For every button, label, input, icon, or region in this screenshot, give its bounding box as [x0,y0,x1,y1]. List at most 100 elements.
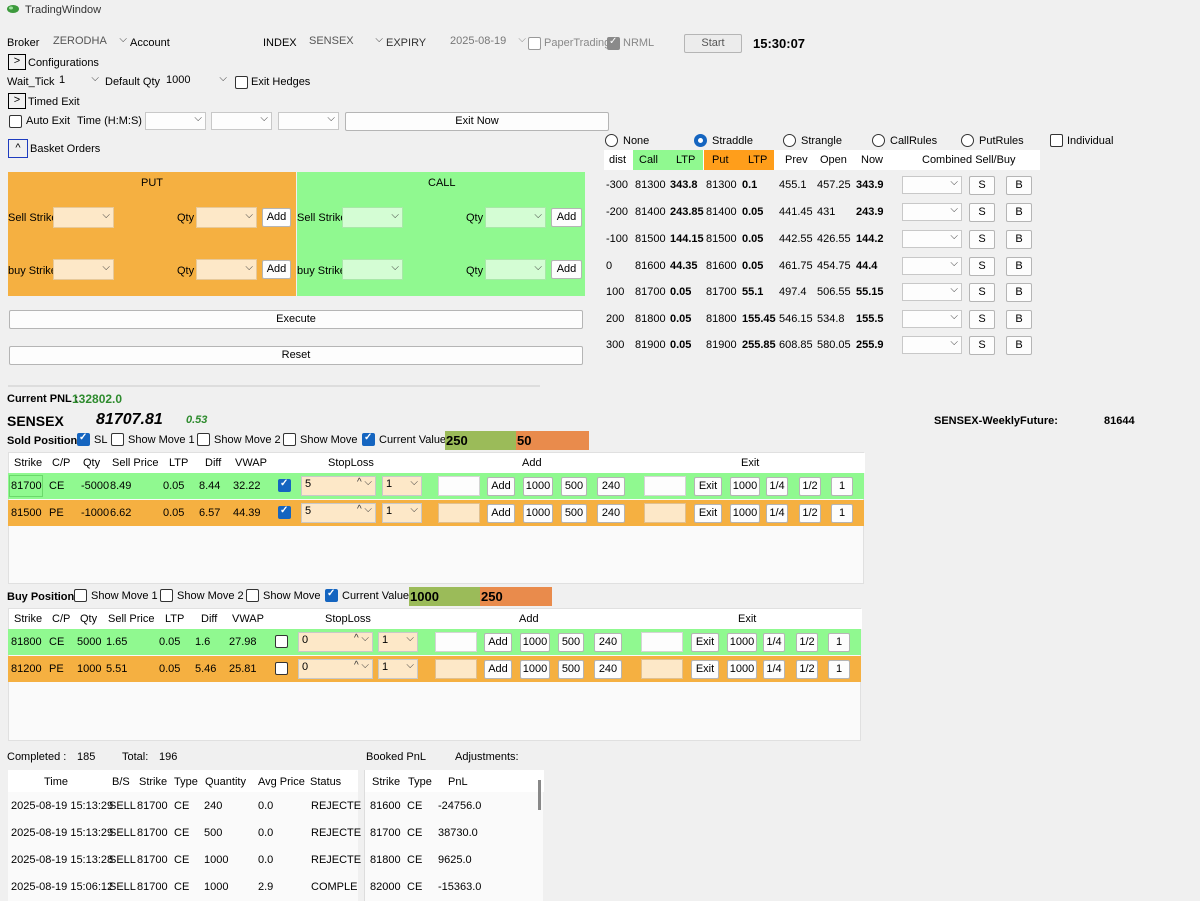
add-button[interactable]: Add [484,660,512,679]
exit-quarter-button[interactable]: 1/4 [763,660,785,679]
chain-buy-button[interactable]: B [1006,230,1032,249]
sl-row-checkbox[interactable] [278,478,291,492]
add-500-button[interactable]: 500 [558,633,584,652]
sl-step-select[interactable]: 1 ⌵ [378,659,418,679]
table-row[interactable]: 2025-08-19 15:13:29 SELL 81700 CE 240 0.… [11,800,362,812]
exit-half-button[interactable]: 1/2 [796,660,818,679]
add-button[interactable]: Add [487,504,515,523]
add-500-button[interactable]: 500 [558,660,584,679]
sl-row-checkbox[interactable] [275,635,288,648]
buy-current-value-checkbox[interactable] [325,588,338,602]
put-buy-add-button[interactable]: Add [262,260,291,279]
table-row[interactable]: 81600 CE -24756.0 [370,800,482,812]
put-buy-qty-select[interactable]: ⌵ [196,259,257,280]
basket-orders-toggle[interactable]: ^ [8,139,28,158]
hour-select[interactable]: ⌵ [145,112,206,130]
mode-straddle-radio[interactable] [694,134,707,147]
chain-sell-button[interactable]: S [969,203,995,222]
call-sell-qty-select[interactable]: ⌵ [485,207,546,228]
configurations-toggle[interactable]: > [8,54,26,70]
add-1000-button[interactable]: 1000 [523,504,553,523]
sold-show-move1-checkbox[interactable] [111,433,124,446]
add-1000-button[interactable]: 1000 [520,660,550,679]
buy-show-move-checkbox[interactable] [246,589,259,602]
chain-sell-button[interactable]: S [969,176,995,195]
exit-half-button[interactable]: 1/2 [799,504,821,523]
chain-buy-button[interactable]: B [1006,176,1032,195]
exit-half-button[interactable]: 1/2 [799,477,821,496]
call-sell-add-button[interactable]: Add [551,208,582,227]
exit-qty-input[interactable] [641,659,683,679]
chain-buy-button[interactable]: B [1006,257,1032,276]
chain-buy-button[interactable]: B [1006,336,1032,355]
mode-putrules-radio[interactable] [961,134,974,147]
table-row[interactable]: 81700 CE 38730.0 [370,827,478,839]
put-sell-strike-select[interactable]: ⌵ [53,207,114,228]
exit-1000-button[interactable]: 1000 [727,660,757,679]
chain-sell-button[interactable]: S [969,336,995,355]
table-row[interactable]: 2025-08-19 15:13:29 SELL 81700 CE 500 0.… [11,827,362,839]
exit-hedges-checkbox[interactable] [235,76,248,89]
minute-select[interactable]: ⌵ [211,112,272,130]
call-sell-strike-select[interactable]: ⌵ [342,207,403,228]
exit-full-button[interactable]: 1 [831,477,853,496]
chain-combined-select[interactable]: ⌵ [902,257,962,275]
buy-show-move2-checkbox[interactable] [160,589,173,602]
exit-1000-button[interactable]: 1000 [727,633,757,652]
chain-sell-button[interactable]: S [969,310,995,329]
add-qty-input[interactable] [438,503,480,523]
sl-row-checkbox[interactable] [278,505,291,519]
add-500-button[interactable]: 500 [561,504,587,523]
sl-step-select[interactable]: 1 ⌵ [382,476,422,496]
exit-button[interactable]: Exit [691,660,719,679]
chain-sell-button[interactable]: S [969,257,995,276]
add-240-button[interactable]: 240 [597,504,625,523]
add-240-button[interactable]: 240 [594,633,622,652]
individual-checkbox[interactable] [1050,134,1063,147]
chain-combined-select[interactable]: ⌵ [902,203,962,221]
exit-full-button[interactable]: 1 [828,660,850,679]
sold-show-move2-checkbox[interactable] [197,433,210,446]
sl-checkbox[interactable] [77,432,90,446]
default-qty-select[interactable]: 1000 ⌵ [166,73,227,86]
exit-full-button[interactable]: 1 [831,504,853,523]
exit-quarter-button[interactable]: 1/4 [763,633,785,652]
table-row[interactable]: 82000 CE -15363.0 [370,881,482,893]
chain-buy-button[interactable]: B [1006,310,1032,329]
add-button[interactable]: Add [487,477,515,496]
call-buy-qty-select[interactable]: ⌵ [485,259,546,280]
chain-combined-select[interactable]: ⌵ [902,230,962,248]
add-1000-button[interactable]: 1000 [523,477,553,496]
put-sell-add-button[interactable]: Add [262,208,291,227]
exit-quarter-button[interactable]: 1/4 [766,504,788,523]
index-select[interactable]: SENSEX ⌵ [309,34,383,47]
add-qty-input[interactable] [438,476,480,496]
sold-show-move-checkbox[interactable] [283,433,296,446]
chain-sell-button[interactable]: S [969,283,995,302]
chain-buy-button[interactable]: B [1006,203,1032,222]
buy-show-move1-checkbox[interactable] [74,589,87,602]
table-row[interactable]: 2025-08-19 15:13:28 SELL 81700 CE 1000 0… [11,854,362,866]
nrml-checkbox[interactable] [607,36,620,50]
exit-1000-button[interactable]: 1000 [730,504,760,523]
sl-value-spinner[interactable]: 0 ^ ⌵ [298,659,373,679]
exit-half-button[interactable]: 1/2 [796,633,818,652]
exit-1000-button[interactable]: 1000 [730,477,760,496]
exit-qty-input[interactable] [644,503,686,523]
sl-step-select[interactable]: 1 ⌵ [382,503,422,523]
table-row[interactable]: 81800 CE 9625.0 [370,854,472,866]
exit-button[interactable]: Exit [694,504,722,523]
put-buy-strike-select[interactable]: ⌵ [53,259,114,280]
chain-buy-button[interactable]: B [1006,283,1032,302]
exit-qty-input[interactable] [644,476,686,496]
chain-combined-select[interactable]: ⌵ [902,310,962,328]
exit-now-button[interactable]: Exit Now [345,112,609,131]
mode-none-radio[interactable] [605,134,618,147]
mode-strangle-radio[interactable] [783,134,796,147]
chain-combined-select[interactable]: ⌵ [902,336,962,354]
add-500-button[interactable]: 500 [561,477,587,496]
exit-quarter-button[interactable]: 1/4 [766,477,788,496]
add-1000-button[interactable]: 1000 [520,633,550,652]
add-240-button[interactable]: 240 [597,477,625,496]
sl-step-select[interactable]: 1 ⌵ [378,632,418,652]
